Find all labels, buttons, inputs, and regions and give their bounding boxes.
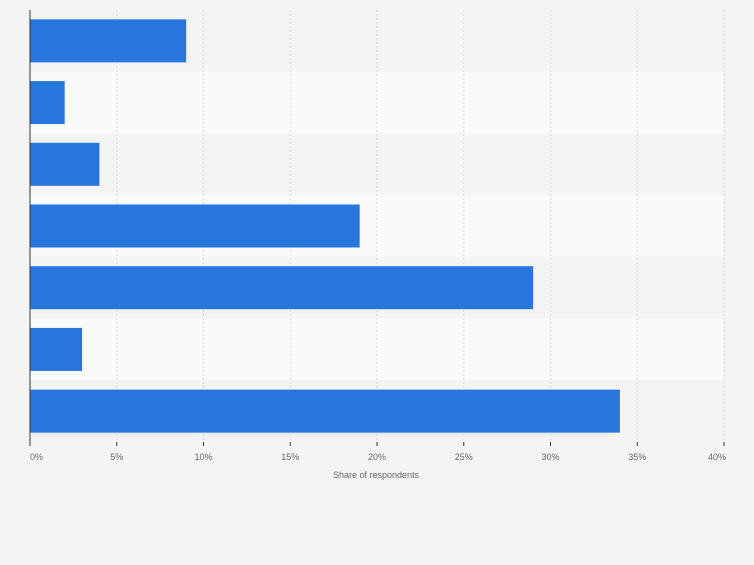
bar-7	[30, 389, 620, 433]
bar-5	[30, 266, 534, 310]
x-tick-label-5: 5%	[110, 452, 123, 462]
x-tick-label-25: 25%	[455, 452, 473, 462]
bar-2	[30, 81, 65, 125]
x-tick-label-10: 10%	[194, 452, 212, 462]
x-axis-title: Share of respondents	[333, 470, 420, 480]
x-tick-label-15: 15%	[281, 452, 299, 462]
bar-6	[30, 327, 83, 371]
x-tick-label-30: 30%	[541, 452, 559, 462]
bars	[30, 19, 620, 433]
bar-1	[30, 19, 187, 63]
bar-4	[30, 204, 360, 248]
axes	[29, 10, 725, 446]
x-tick-labels: 0% 5% 10% 15% 20% 25% 30% 35% 40%	[30, 452, 726, 462]
x-tick-label-40: 40%	[708, 452, 726, 462]
x-tick-label-35: 35%	[628, 452, 646, 462]
x-tick-label-20: 20%	[368, 452, 386, 462]
bar-3	[30, 142, 100, 186]
x-tick-label-0: 0%	[30, 452, 43, 462]
